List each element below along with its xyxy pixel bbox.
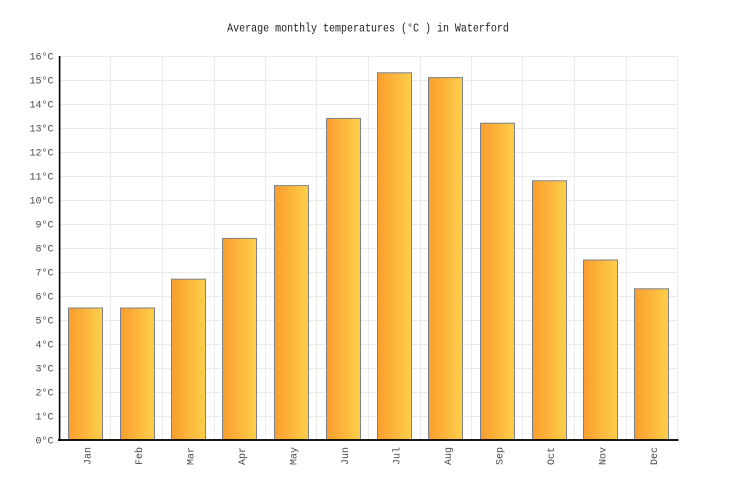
svg-text:5°C: 5°C — [35, 316, 53, 328]
svg-text:1°C: 1°C — [35, 412, 53, 424]
svg-text:8°C: 8°C — [35, 244, 53, 256]
svg-text:13°C: 13°C — [29, 124, 53, 136]
svg-text:Aug: Aug — [444, 447, 455, 465]
svg-text:Jul: Jul — [391, 447, 403, 465]
svg-text:Dec: Dec — [650, 447, 661, 465]
svg-text:Nov: Nov — [598, 447, 609, 465]
svg-text:10°C: 10°C — [29, 196, 53, 208]
svg-text:Feb: Feb — [134, 447, 146, 465]
svg-text:16°C: 16°C — [29, 52, 53, 64]
svg-text:Mar: Mar — [186, 447, 197, 465]
svg-text:3°C: 3°C — [35, 364, 53, 376]
svg-text:Jan: Jan — [83, 447, 94, 465]
svg-text:9°C: 9°C — [35, 220, 53, 232]
svg-text:Oct: Oct — [547, 447, 558, 465]
svg-text:12°C: 12°C — [29, 148, 53, 160]
svg-text:2°C: 2°C — [35, 388, 53, 400]
svg-text:4°C: 4°C — [35, 340, 53, 352]
svg-text:7°C: 7°C — [35, 268, 53, 280]
svg-text:Average monthly temperatures (: Average monthly temperatures (°C ) in Wa… — [227, 23, 509, 36]
svg-text:Sep: Sep — [495, 447, 506, 465]
svg-text:6°C: 6°C — [35, 292, 53, 304]
svg-text:14°C: 14°C — [29, 100, 53, 112]
svg-text:15°C: 15°C — [29, 76, 53, 88]
svg-text:May: May — [289, 447, 300, 465]
svg-text:Jun: Jun — [341, 447, 352, 465]
svg-text:11°C: 11°C — [29, 172, 53, 184]
svg-text:Apr: Apr — [238, 447, 249, 465]
svg-text:0°C: 0°C — [35, 436, 53, 448]
